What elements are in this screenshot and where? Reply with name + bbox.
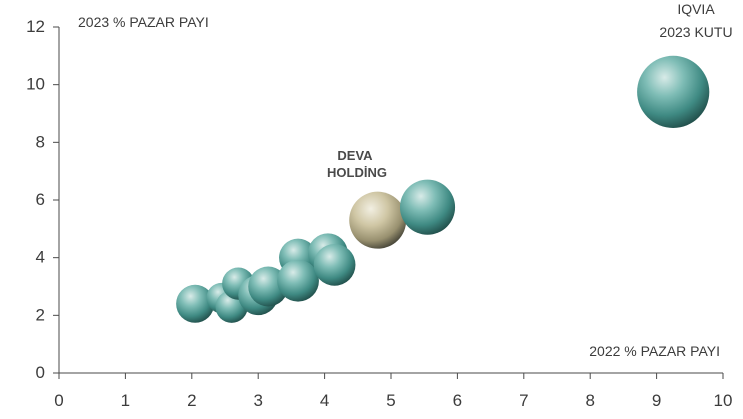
x-tick-label: 5	[386, 391, 395, 410]
bubble-point	[399, 179, 456, 235]
x-tick-label: 10	[714, 391, 733, 410]
size-legend-line-1: IQVIA	[677, 1, 715, 17]
x-tick-label: 6	[453, 391, 462, 410]
y-tick-label: 8	[36, 132, 45, 151]
x-tick-label: 8	[585, 391, 594, 410]
y-axis-title-text: 2023 % PAZAR PAYI	[78, 14, 209, 30]
bubble-point	[176, 284, 215, 323]
x-tick-label: 4	[320, 391, 329, 410]
highlight-label-line-1: DEVA	[337, 148, 373, 163]
x-tick-label: 3	[253, 391, 262, 410]
y-tick-label: 0	[36, 363, 45, 382]
x-axis-title: 2022 % PAZAR PAYI	[589, 343, 720, 359]
x-axis-title-text: 2022 % PAZAR PAYI	[589, 343, 720, 359]
bubbles-layer	[176, 55, 710, 323]
y-tick-label: 2	[36, 305, 45, 324]
y-tick-label: 10	[26, 75, 45, 94]
x-tick-label: 9	[652, 391, 661, 410]
size-legend: IQVIA 2023 KUTU	[659, 1, 732, 40]
highlight-label-line-2: HOLDİNG	[327, 165, 387, 180]
x-tick-label: 1	[121, 391, 130, 410]
y-axis-title: 2023 % PAZAR PAYI	[78, 14, 209, 30]
y-tick-label: 12	[26, 17, 45, 36]
bubble-point	[637, 55, 710, 128]
bubble-point-highlight	[349, 191, 407, 249]
x-tick-label: 7	[519, 391, 528, 410]
y-axis-ticks: 0 2 4 6 8 10 12	[26, 17, 59, 382]
size-legend-line-2: 2023 KUTU	[659, 24, 732, 40]
x-axis-ticks: 0 1 2 3 4 5 6 7 8 9 10	[54, 373, 732, 410]
bubble-point	[313, 243, 356, 286]
y-tick-label: 4	[36, 248, 45, 267]
highlight-annotation: DEVA HOLDİNG	[327, 148, 387, 180]
x-tick-label: 0	[54, 391, 63, 410]
x-tick-label: 2	[187, 391, 196, 410]
bubble-point	[277, 259, 319, 302]
y-tick-label: 6	[36, 190, 45, 209]
